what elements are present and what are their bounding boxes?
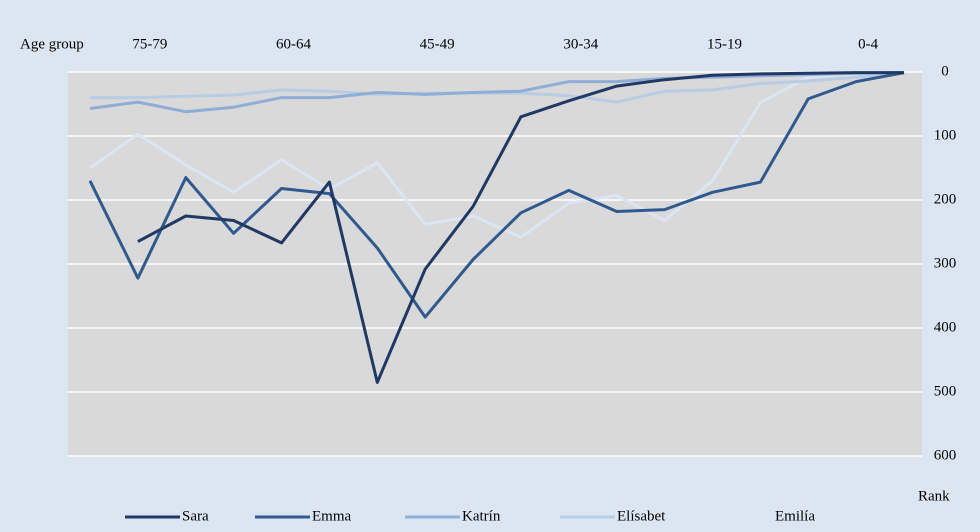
y-axis-label: Rank xyxy=(918,488,950,504)
x-tick-label: 75-79 xyxy=(132,36,167,52)
series-line xyxy=(88,71,905,319)
x-tick-label: 45-49 xyxy=(420,36,455,52)
legend-label: Elísabet xyxy=(617,508,666,524)
y-tick-label: 200 xyxy=(934,191,957,207)
y-tick-label: 0 xyxy=(941,63,949,79)
x-tick-label: 30-34 xyxy=(563,36,598,52)
y-tick-label: 100 xyxy=(934,127,957,143)
y-tick-label: 500 xyxy=(934,383,957,399)
series-line xyxy=(137,71,904,384)
y-tick-label: 600 xyxy=(934,447,957,463)
x-tick-label: 60-64 xyxy=(276,36,311,52)
x-axis-label: Age group xyxy=(20,36,84,52)
legend-label: Emma xyxy=(312,508,351,524)
y-tick-label: 300 xyxy=(934,255,957,271)
y-tick-label: 400 xyxy=(934,319,957,335)
x-tick-label: 15-19 xyxy=(707,36,742,52)
series-line xyxy=(89,71,905,239)
x-tick-label: 0-4 xyxy=(858,36,878,52)
legend-label: Sara xyxy=(182,508,209,524)
series-line xyxy=(89,71,905,114)
legend-label: Emilía xyxy=(775,508,815,524)
legend-label: Katrín xyxy=(462,508,501,524)
